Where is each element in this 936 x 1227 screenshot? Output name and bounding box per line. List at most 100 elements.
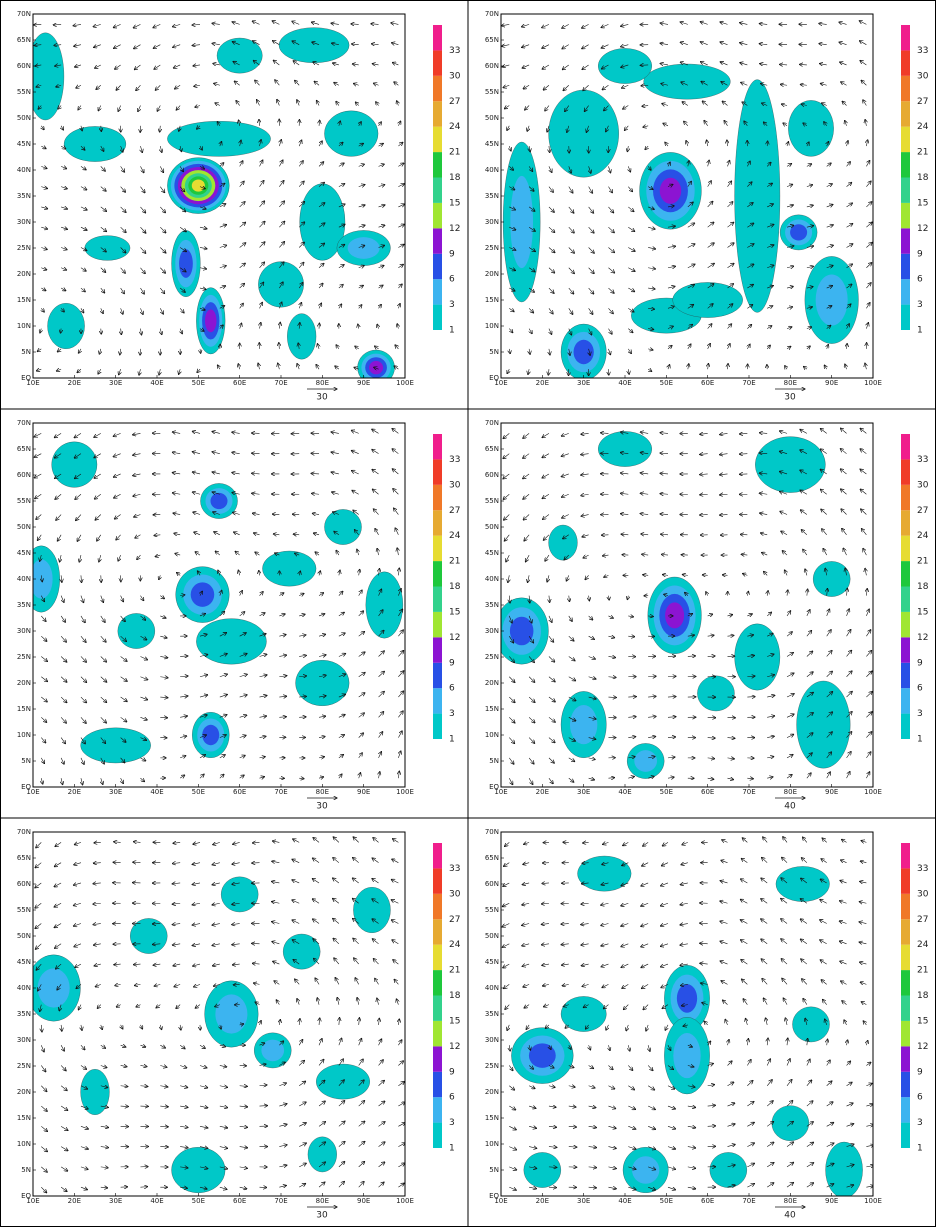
- wind-arrow: [643, 1004, 649, 1010]
- wind-arrow: [140, 1024, 142, 1029]
- colorbar-segment: [901, 75, 910, 102]
- wind-arrow: [41, 1045, 44, 1052]
- wind-arrow: [199, 735, 206, 738]
- shaded-area: [324, 110, 379, 157]
- wind-arrow: [337, 997, 339, 1005]
- lon-label: 80E: [316, 1197, 329, 1205]
- wind-arrow: [100, 186, 106, 192]
- wind-arrow: [298, 202, 304, 208]
- colorbar-segment: [433, 434, 442, 460]
- shaded-area: [548, 524, 578, 561]
- wind-arrow: [568, 696, 576, 701]
- wind-arrow: [61, 247, 67, 249]
- wind-arrow: [54, 882, 62, 887]
- colorbar-label: 9: [449, 658, 455, 668]
- shaded-area: [560, 996, 607, 1032]
- wind-arrow: [820, 900, 827, 904]
- wind-arrow: [707, 304, 713, 309]
- wind-arrow: [866, 630, 870, 637]
- wind-arrow: [160, 166, 163, 172]
- wind-arrow: [687, 181, 692, 187]
- wind-arrow: [759, 433, 768, 434]
- wind-arrow: [101, 125, 102, 132]
- shading: [502, 48, 859, 378]
- wind-arrow: [548, 1147, 557, 1148]
- wind-arrow: [373, 959, 379, 965]
- wind-arrow: [41, 778, 42, 784]
- wind-arrow: [259, 695, 267, 697]
- wind-arrow: [860, 428, 867, 434]
- wind-arrow: [358, 245, 365, 247]
- wind-arrow: [527, 125, 529, 131]
- wind-arrow: [219, 204, 226, 208]
- wind-arrow: [76, 984, 82, 988]
- wind-arrow: [140, 206, 145, 213]
- wind-arrow: [786, 1101, 793, 1107]
- wind-arrow: [378, 1182, 385, 1188]
- wind-arrow: [786, 632, 792, 637]
- wind-arrow: [160, 146, 162, 152]
- wind-arrow: [76, 514, 82, 521]
- wind-arrow: [680, 964, 688, 965]
- wind-arrow: [378, 1101, 385, 1107]
- wind-arrow: [825, 568, 827, 576]
- wind-arrow: [866, 1083, 872, 1085]
- wind-arrow: [548, 1106, 556, 1107]
- colorbar-label: 15: [449, 198, 460, 208]
- wind-arrow: [707, 758, 715, 759]
- wind-arrow: [234, 81, 240, 86]
- wind-arrow: [708, 160, 710, 167]
- wind-arrow: [786, 205, 793, 207]
- wind-arrow: [764, 571, 768, 576]
- wind-arrow: [219, 286, 226, 288]
- wind-arrow: [529, 1106, 536, 1108]
- wind-arrow: [767, 224, 774, 227]
- wind-arrow: [33, 24, 42, 25]
- wind-arrow: [114, 842, 121, 843]
- wind-arrow: [801, 959, 808, 965]
- wind-arrow: [173, 45, 181, 48]
- wind-arrow: [180, 1065, 187, 1067]
- wind-arrow: [569, 595, 570, 602]
- shading: [511, 855, 863, 1196]
- wind-arrow: [73, 883, 82, 885]
- wind-arrow: [806, 1142, 814, 1147]
- wind-arrow: [239, 1086, 248, 1087]
- wind-arrow: [680, 944, 688, 945]
- lat-label: 10N: [17, 1140, 31, 1148]
- wind-arrow: [502, 65, 510, 67]
- wind-arrow: [707, 222, 714, 228]
- wind-arrow: [505, 842, 510, 846]
- wind-arrow: [608, 616, 613, 618]
- wind-arrow: [509, 247, 516, 250]
- wind-arrow: [767, 1038, 768, 1046]
- wind-arrow: [378, 1142, 385, 1147]
- wind-arrow: [232, 903, 240, 904]
- lat-label: 30N: [17, 1036, 31, 1044]
- wind-arrow: [742, 102, 748, 106]
- wind-arrow: [100, 1045, 106, 1048]
- wind-arrow: [508, 575, 509, 582]
- wind-arrow: [195, 106, 201, 108]
- wind-arrow: [767, 1163, 774, 1168]
- wind-arrow: [252, 842, 260, 843]
- wind-arrow: [641, 963, 649, 967]
- wind-arrow: [648, 776, 654, 778]
- wind-arrow: [568, 308, 573, 314]
- wind-arrow: [528, 186, 534, 192]
- wind-arrow: [700, 474, 708, 475]
- wind-arrow: [34, 453, 42, 458]
- lon-label: 50E: [192, 379, 205, 387]
- wind-arrow: [274, 981, 280, 985]
- wind-arrow: [860, 982, 867, 984]
- wind-arrow: [219, 735, 226, 738]
- wind-arrow: [801, 878, 808, 884]
- wind-arrow: [358, 185, 365, 187]
- wind-arrow: [767, 777, 773, 778]
- wind-arrow: [35, 862, 42, 868]
- colorbar-segment: [901, 50, 910, 76]
- wind-arrow: [806, 672, 813, 677]
- wind-arrow: [549, 328, 552, 335]
- wind-arrow: [160, 636, 167, 638]
- wind-arrow: [312, 513, 320, 514]
